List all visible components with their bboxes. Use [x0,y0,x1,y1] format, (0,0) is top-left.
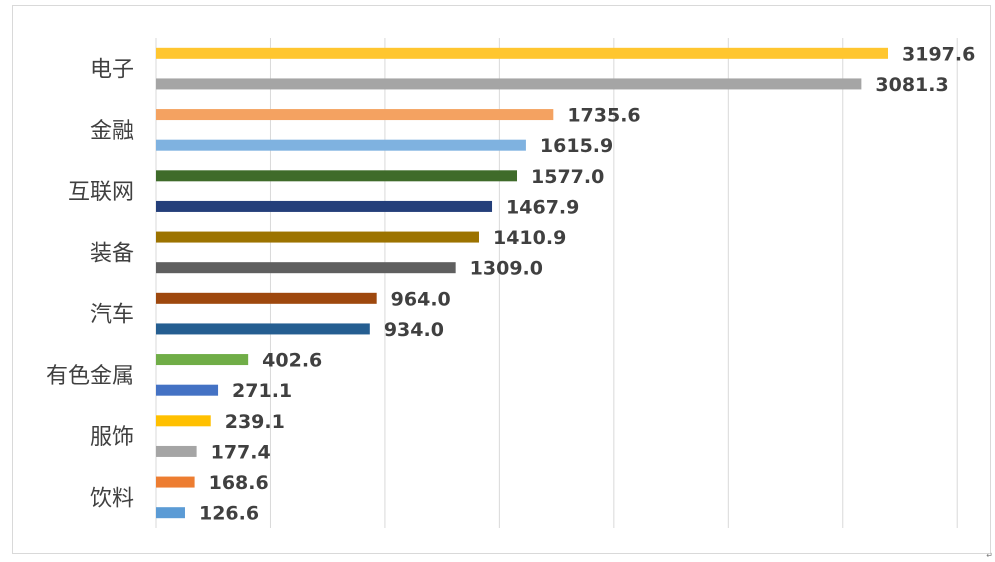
bar-14 [156,476,195,488]
value-label-11: 271.1 [232,380,292,402]
chart-frame: 3197.6 3081.3 1735.6 1615.9 1577.0 1467.9 1410… [12,5,991,554]
value-label-3: 1615.9 [540,135,613,157]
value-label-7: 1309.0 [470,258,543,280]
category-label-0: 电子 [90,58,134,83]
bar-12 [156,415,211,427]
bar-10 [156,354,249,366]
bar-13 [156,445,197,457]
bars [156,47,888,519]
category-label-2: 互联网 [68,180,134,205]
value-label-2: 1735.6 [567,105,640,127]
category-label-4: 汽车 [90,303,134,328]
value-label-1: 3081.3 [875,74,948,96]
bar-chart: 3197.6 3081.3 1735.6 1615.9 1577.0 1467.9 1410… [46,38,975,528]
value-label-5: 1467.9 [506,196,579,218]
bar-2 [156,109,554,121]
corner-mark: ↵ [986,551,993,560]
bar-15 [156,507,185,519]
value-label-0: 3197.6 [902,43,975,65]
value-label-12: 239.1 [225,411,285,433]
value-label-10: 402.6 [262,350,322,372]
value-label-13: 177.4 [211,441,271,463]
value-label-9: 934.0 [384,319,444,341]
bar-3 [156,139,526,151]
category-label-1: 金融 [90,119,134,144]
bar-11 [156,384,219,396]
bar-0 [156,47,888,59]
bar-5 [156,200,493,212]
bar-7 [156,262,456,274]
category-label-6: 服饰 [90,425,134,450]
category-label-5: 有色金属 [46,364,134,389]
bar-4 [156,170,518,182]
category-label-7: 饮料 [90,486,134,511]
value-label-6: 1410.9 [493,227,566,249]
value-labels: 3197.6 3081.3 1735.6 1615.9 1577.0 1467.9 1410… [199,43,975,524]
bar-9 [156,323,370,335]
bar-6 [156,231,479,243]
value-label-4: 1577.0 [531,166,604,188]
bar-8 [156,292,377,304]
value-label-15: 126.6 [199,503,259,525]
bar-1 [156,78,862,90]
value-label-14: 168.6 [209,472,269,494]
category-label-3: 装备 [90,241,134,266]
value-label-8: 964.0 [391,288,451,310]
